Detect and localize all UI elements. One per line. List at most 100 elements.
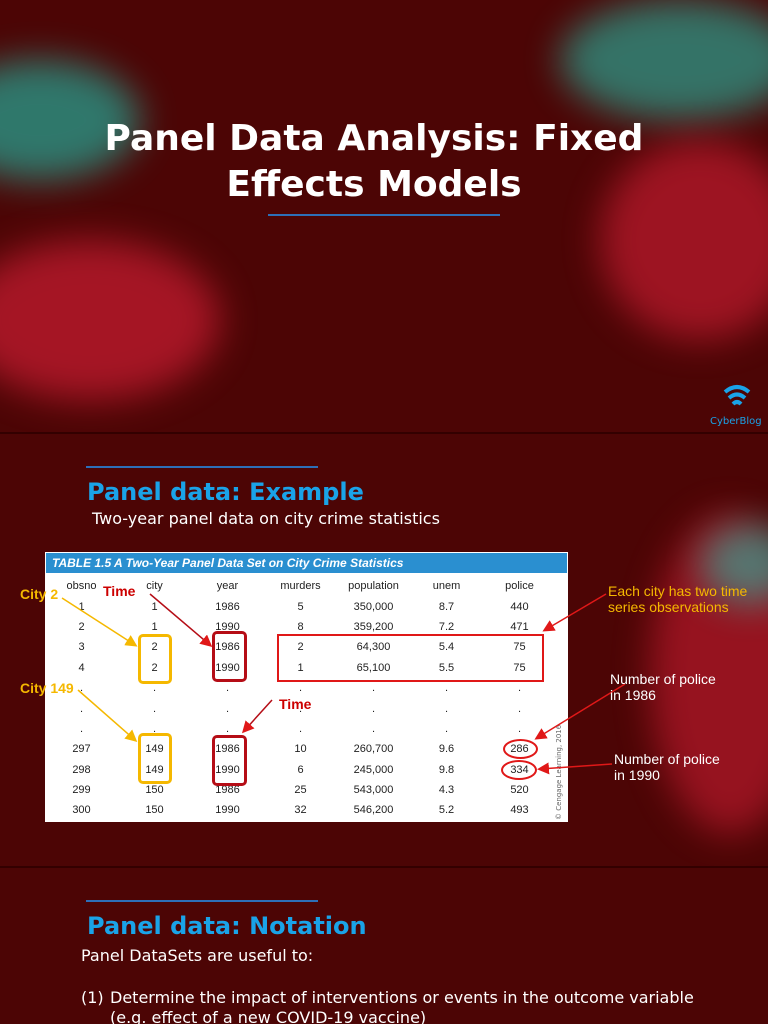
highlight-box xyxy=(138,733,172,784)
table-cell: . xyxy=(371,682,376,695)
column-header: obsno xyxy=(66,580,97,593)
header-row: obsno city year murders population unem police xyxy=(45,576,556,596)
table-row: ....... xyxy=(45,719,556,739)
table-cell: 543,000 xyxy=(353,784,394,797)
example-slide: Panel data: Example Two-year panel data … xyxy=(0,434,768,866)
table-cell: 6 xyxy=(297,763,304,776)
arrows xyxy=(61,593,626,775)
column-header: unem xyxy=(432,580,461,593)
highlight-ellipse xyxy=(503,739,538,759)
column-header: city xyxy=(146,580,163,593)
table-cell: 1990 xyxy=(215,804,240,817)
highlight-box xyxy=(212,735,247,786)
table-cell: 1990 xyxy=(215,620,240,633)
table-cell: 5.5 xyxy=(438,661,455,674)
title-rule xyxy=(268,214,500,216)
highlight-box xyxy=(277,634,544,682)
column-header: murders xyxy=(280,580,321,593)
logo-text: CyberBlog xyxy=(710,416,762,427)
highlight-box xyxy=(212,631,247,682)
annotation: Number of police in 1986 xyxy=(610,671,716,703)
table-cell: . xyxy=(298,702,303,715)
table-caption: TABLE 1.5 A Two-Year Panel Data Set on C… xyxy=(46,553,567,573)
table-cell: 298 xyxy=(72,763,91,776)
annotation: Time xyxy=(103,583,136,599)
table-cell: 260,700 xyxy=(353,743,394,756)
decoration xyxy=(560,0,768,120)
annotation: Number of police in 1990 xyxy=(614,751,720,783)
table-cell: . xyxy=(298,682,303,695)
table-row: 300 150 1990 32 546,200 5.2 493 xyxy=(45,800,556,820)
annotation: City 2 xyxy=(20,586,59,602)
table-cell: 9.8 xyxy=(438,763,455,776)
table-row: ....... xyxy=(45,698,556,718)
table-cell: . xyxy=(444,702,449,715)
table-cell: 1 xyxy=(78,600,85,613)
table-cell: . xyxy=(371,702,376,715)
annotation: City 149 xyxy=(20,680,74,696)
table-row: 3 2 1986 2 64,300 5.4 75 xyxy=(45,637,556,657)
table-cell: 5 xyxy=(297,600,304,613)
table-row: 1 1 1986 5 350,000 8.7 440 xyxy=(45,596,556,616)
table-cell: . xyxy=(152,722,157,735)
column-header: police xyxy=(505,580,534,593)
table-cell: 10 xyxy=(294,743,307,756)
list-text: Determine the impact of interventions or… xyxy=(110,988,694,1007)
table-cell: 1 xyxy=(297,661,304,674)
table-cell: 1 xyxy=(151,620,158,633)
table-row: 299 150 1986 25 543,000 4.3 520 xyxy=(45,780,556,800)
heading-rule xyxy=(86,466,318,468)
table-cell: 1986 xyxy=(215,600,240,613)
table-cell: 2 xyxy=(151,661,158,674)
table-cell: . xyxy=(517,682,522,695)
table-cell: . xyxy=(152,682,157,695)
table-cell: . xyxy=(444,682,449,695)
table-cell: 299 xyxy=(72,784,91,797)
table-cell: 7.2 xyxy=(438,620,455,633)
table-row: 4 2 1990 1 65,100 5.5 75 xyxy=(45,658,556,678)
table-cell: 493 xyxy=(510,804,529,817)
decoration xyxy=(0,240,220,400)
table-cell: 1990 xyxy=(215,661,240,674)
table-cell: . xyxy=(79,702,84,715)
table-cell: 1 xyxy=(151,600,158,613)
table-cell: . xyxy=(517,702,522,715)
table-cell: 2 xyxy=(151,641,158,654)
table-cell: 350,000 xyxy=(353,600,394,613)
annotation: Each city has two time series observatio… xyxy=(608,583,748,615)
column-header: year xyxy=(216,580,239,593)
table-cell: . xyxy=(225,722,230,735)
table-cell: 471 xyxy=(510,620,529,633)
table-cell: 64,300 xyxy=(356,641,391,654)
table-cell: 297 xyxy=(72,743,91,756)
table-cell: . xyxy=(225,682,230,695)
table-cell: 25 xyxy=(294,784,307,797)
highlight-box xyxy=(138,634,172,684)
table-cell: . xyxy=(371,722,376,735)
table-cell: 1990 xyxy=(215,763,240,776)
table-cell: 1986 xyxy=(215,784,240,797)
table-cell: 440 xyxy=(510,600,529,613)
table-cell: 32 xyxy=(294,804,307,817)
table-cell: 300 xyxy=(72,804,91,817)
table-cell: 4.3 xyxy=(438,784,455,797)
heading: Panel data: Notation xyxy=(87,912,367,940)
table-cell: 3 xyxy=(78,641,85,654)
table-cell: 8.7 xyxy=(438,600,455,613)
table-cell: 546,200 xyxy=(353,804,394,817)
intro: Panel DataSets are useful to: xyxy=(81,946,314,965)
highlight-ellipse xyxy=(501,760,537,780)
table-row: 2 1 1990 8 359,200 7.2 471 xyxy=(45,617,556,637)
table-cell: . xyxy=(79,722,84,735)
table-cell: 520 xyxy=(510,784,529,797)
logo-icon xyxy=(723,385,751,406)
table-cell: . xyxy=(444,722,449,735)
notation-slide: Panel data: Notation Panel DataSets are … xyxy=(0,868,768,1024)
table-cell: 75 xyxy=(513,661,526,674)
table-cell: . xyxy=(225,702,230,715)
table-cell: 65,100 xyxy=(356,661,391,674)
table-cell: 8 xyxy=(297,620,304,633)
table-cell: . xyxy=(79,682,84,695)
table-cell: 1986 xyxy=(215,743,240,756)
